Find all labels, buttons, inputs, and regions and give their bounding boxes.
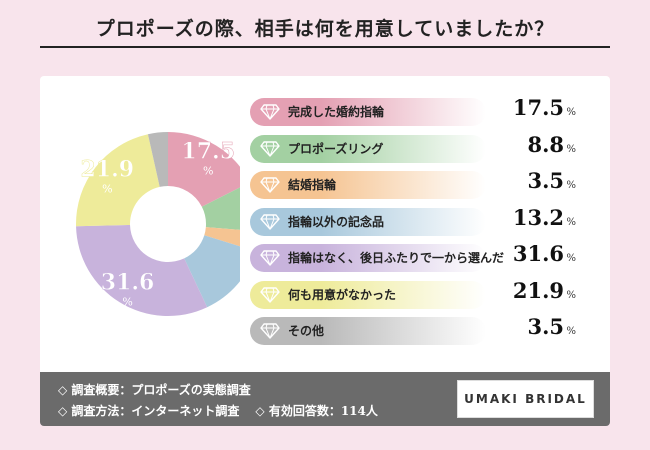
donut-slice xyxy=(204,227,240,247)
slice-value-label: 31.6 xyxy=(101,270,155,296)
legend-row: 指輪以外の記念品 13.2% xyxy=(250,204,590,236)
legend-label: 完成した婚約指輪 xyxy=(288,105,385,119)
legend-value: 3.5 xyxy=(527,314,564,339)
legend-pill: 指輪はなく、後日ふたりで一から選んだ xyxy=(250,244,504,272)
legend-label: 何も用意がなかった xyxy=(288,287,397,302)
legend-value: 13.2 xyxy=(512,204,564,230)
slice-percent-sign: % xyxy=(102,183,112,196)
legend-percent-sign: % xyxy=(566,180,576,191)
diamond-icon xyxy=(260,177,280,193)
diamond-icon xyxy=(260,104,280,120)
legend-value: 3.5 xyxy=(527,168,564,193)
legend-row: 指輪はなく、後日ふたりで一から選んだ 31.6% xyxy=(250,241,590,272)
legend-percent-sign: % xyxy=(566,253,576,264)
legend-percent-sign: % xyxy=(566,289,576,301)
diamond-icon xyxy=(260,140,280,157)
survey-overview: ◇ 調査概要：プロポーズの実態調査 xyxy=(58,383,251,397)
legend-percent-sign: % xyxy=(566,107,576,118)
diamond-icon xyxy=(260,213,280,230)
page-title: プロポーズの際、相手は何を用意していましたか？ xyxy=(95,18,555,40)
legend-pill: その他 xyxy=(250,317,486,345)
donut-slice xyxy=(168,132,240,207)
donut-slice xyxy=(76,224,208,316)
legend-value: 8.8 xyxy=(527,131,564,157)
legend-row: 結婚指輪 3.5% xyxy=(250,168,590,199)
legend-row: 完成した婚約指輪 17.5% xyxy=(250,95,590,126)
legend-pill: 結婚指輪 xyxy=(250,171,486,199)
donut-slice xyxy=(147,132,168,187)
slice-value-label: 21.9 xyxy=(81,157,135,183)
legend-percent-sign: % xyxy=(566,216,576,228)
survey-footer: ◇ 調査概要：プロポーズの実態調査 ◇ 調査方法：インターネット調査 ◇ 有効回答… xyxy=(40,372,610,426)
legend-percent-sign: % xyxy=(566,326,576,337)
diamond-icon xyxy=(260,323,280,339)
title-divider xyxy=(40,46,610,48)
legend-row: 何も用意がなかった 21.9% xyxy=(250,277,590,309)
legend-value: 21.9 xyxy=(512,277,564,303)
legend-label: プロポーズリング xyxy=(288,141,384,156)
legend-label: 指輪以外の記念品 xyxy=(288,214,385,229)
legend-percent-sign: % xyxy=(566,143,576,155)
legend-row: プロポーズリング 8.8% xyxy=(250,131,590,163)
legend-pill: プロポーズリング xyxy=(250,134,486,163)
slice-percent-sign: % xyxy=(122,296,132,309)
survey-method: ◇ 調査方法：インターネット調査 xyxy=(58,404,240,418)
donut-slice xyxy=(184,235,240,308)
legend-value: 17.5 xyxy=(512,95,564,120)
donut-chart: 17.5%31.6%21.9% xyxy=(76,132,240,316)
survey-respondents: ◇ 有効回答数：114人 xyxy=(255,404,378,418)
legend-pill: 何も用意がなかった xyxy=(250,280,486,309)
legend-label: 指輪はなく、後日ふたりで一から選んだ xyxy=(288,251,505,265)
slice-value-label: 17.5 xyxy=(181,138,235,164)
brand-logo: UMAKI BRIDAL xyxy=(457,380,594,418)
slice-percent-sign: % xyxy=(203,164,213,177)
legend-pill: 指輪以外の記念品 xyxy=(250,207,486,236)
diamond-icon xyxy=(260,286,280,303)
donut-slice xyxy=(201,187,240,230)
legend-row: その他 3.5% xyxy=(250,314,590,345)
legend-label: その他 xyxy=(288,324,325,338)
donut-slice xyxy=(76,134,160,227)
legend-value: 31.6 xyxy=(512,241,564,266)
legend-pill: 完成した婚約指輪 xyxy=(250,98,486,126)
legend-label: 結婚指輪 xyxy=(288,178,337,192)
survey-method-line: ◇ 調査方法：インターネット調査 ◇ 有効回答数：114人 xyxy=(58,402,378,419)
diamond-icon xyxy=(260,250,280,266)
